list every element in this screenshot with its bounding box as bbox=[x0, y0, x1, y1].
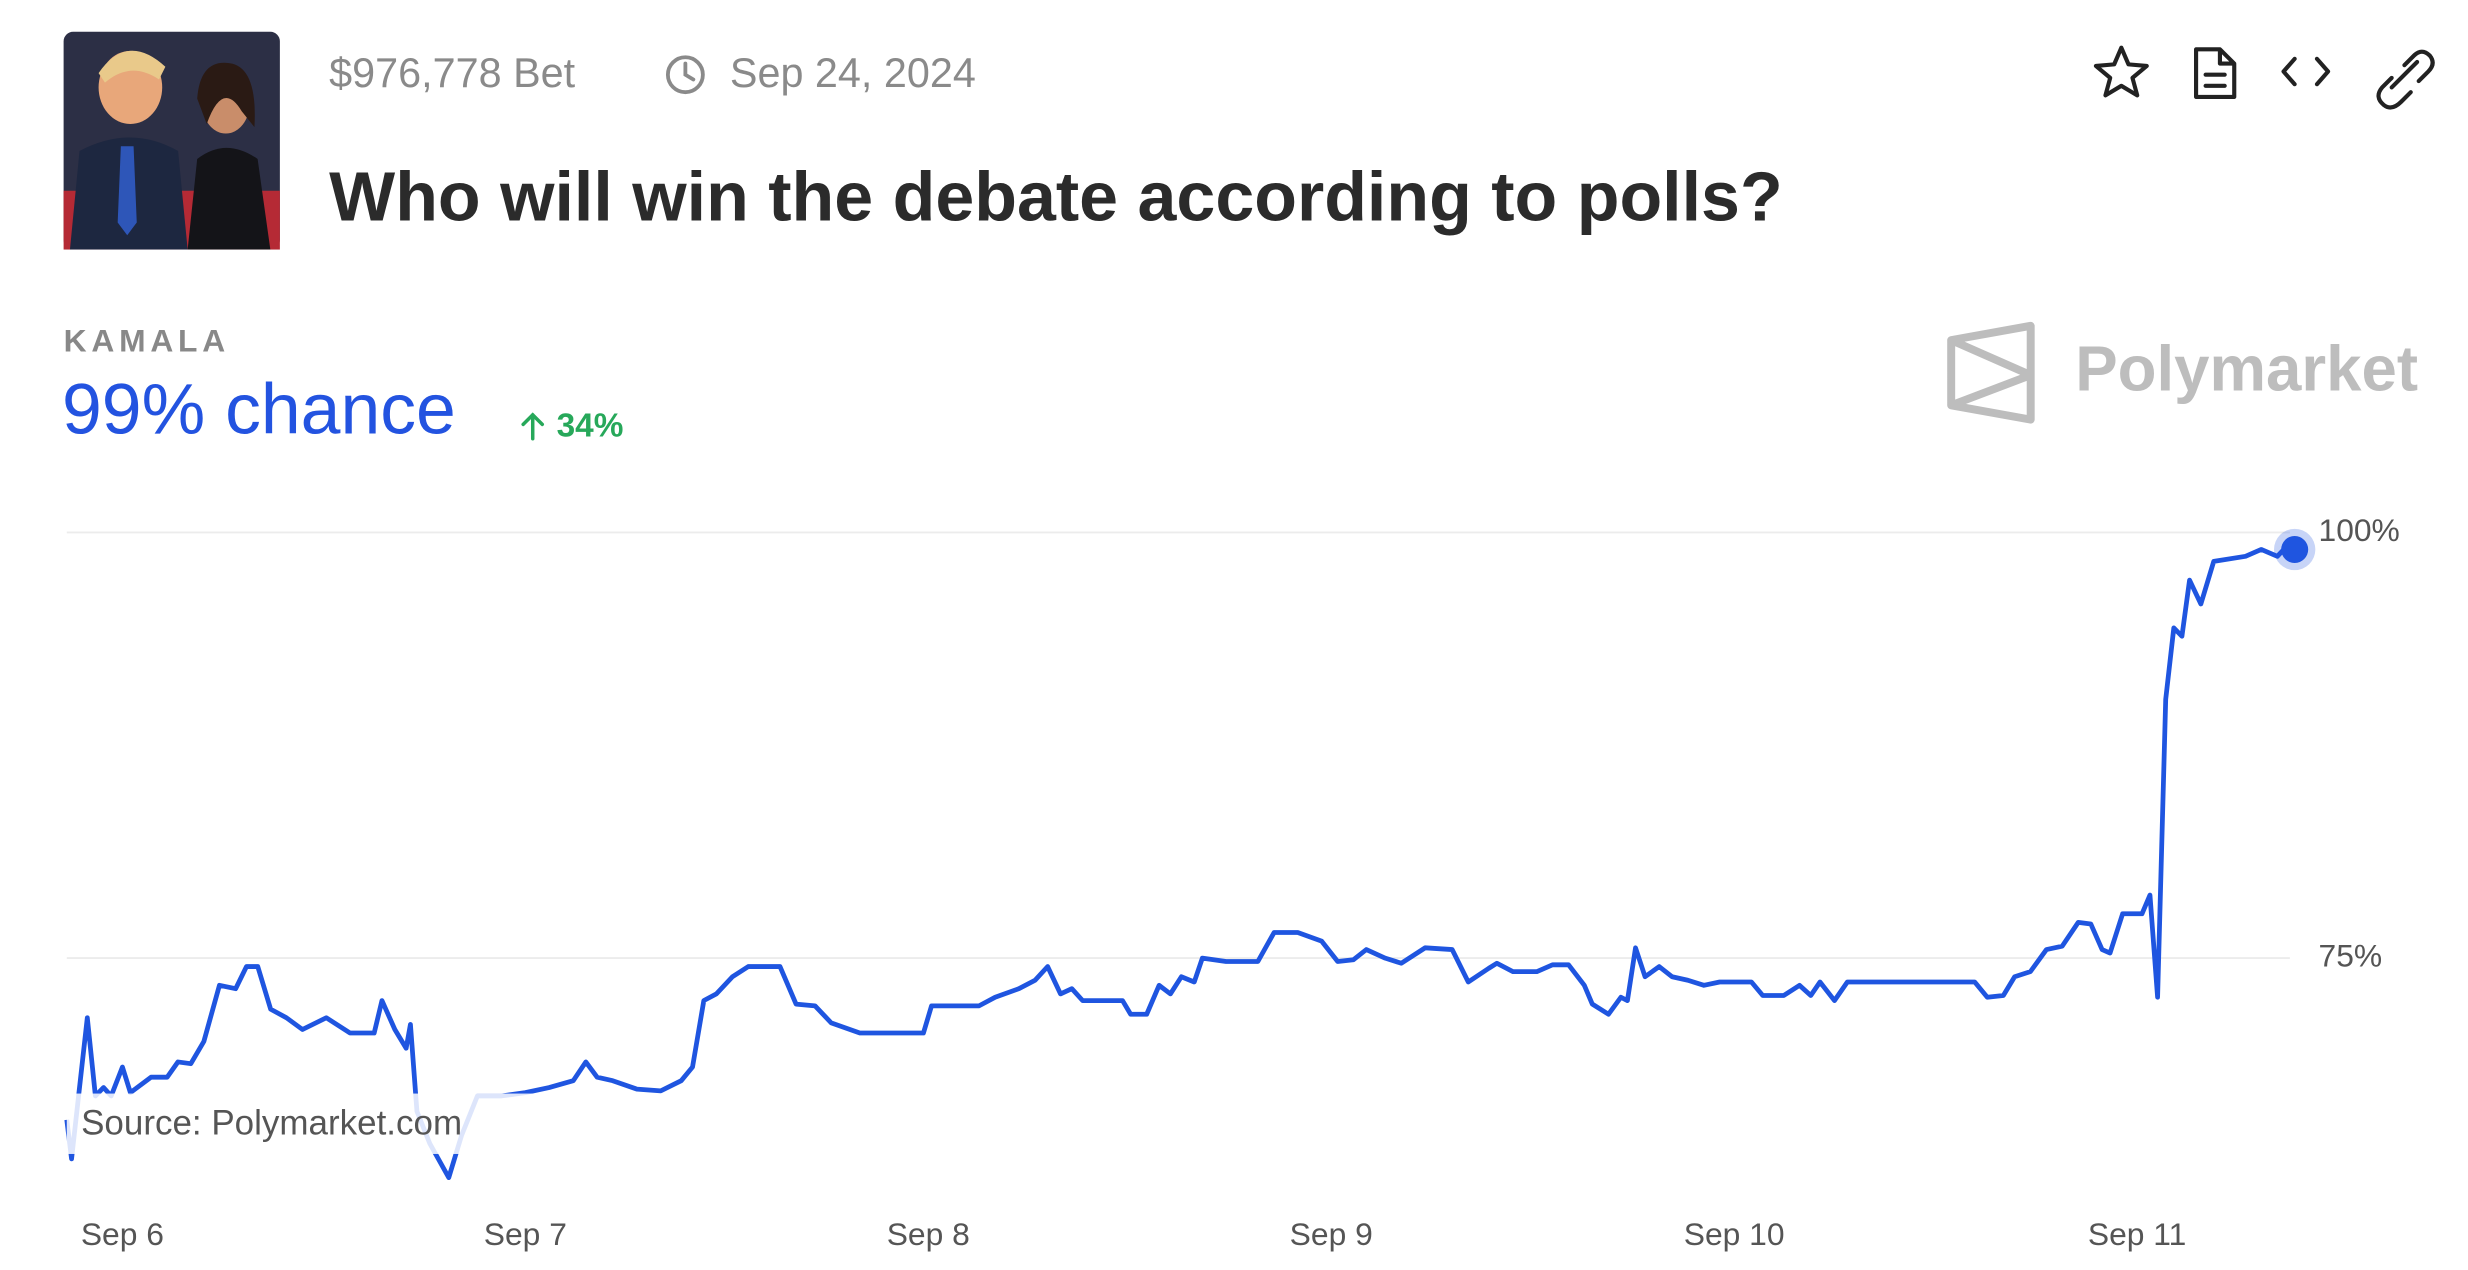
embed-button[interactable] bbox=[2281, 56, 2331, 87]
document-button[interactable] bbox=[2194, 47, 2237, 100]
brand-logo bbox=[1947, 321, 2035, 424]
chart-title: Who will win the debate according to pol… bbox=[329, 157, 1783, 235]
price-line bbox=[64, 545, 2296, 1181]
change-arrow bbox=[521, 412, 545, 441]
outcome-label: KAMALA bbox=[64, 323, 230, 359]
brand: Polymarket bbox=[2075, 333, 2418, 404]
headline: 99% chance bbox=[62, 370, 456, 450]
x-tick-label: Sep 8 bbox=[887, 1216, 970, 1252]
end-dot bbox=[2281, 535, 2309, 564]
star-button[interactable] bbox=[2093, 45, 2149, 98]
x-tick-label: Sep 6 bbox=[81, 1216, 164, 1252]
x-tick-label: Sep 10 bbox=[1684, 1216, 1785, 1252]
link-button[interactable] bbox=[2376, 49, 2435, 110]
change: 34% bbox=[557, 407, 624, 444]
date: Sep 24, 2024 bbox=[730, 50, 976, 96]
y-tick-label: 75% bbox=[2319, 937, 2383, 973]
source-badge bbox=[66, 1093, 535, 1154]
x-tick-label: Sep 11 bbox=[2088, 1216, 2186, 1252]
clock-icon bbox=[665, 55, 705, 95]
x-tick-label: Sep 7 bbox=[484, 1216, 567, 1252]
thumbnail bbox=[63, 31, 280, 250]
y-tick-label: 100% bbox=[2319, 512, 2400, 548]
source: Source: Polymarket.com bbox=[81, 1104, 462, 1143]
x-tick-label: Sep 9 bbox=[1290, 1216, 1373, 1252]
volume: $976,778 Bet bbox=[329, 50, 575, 96]
